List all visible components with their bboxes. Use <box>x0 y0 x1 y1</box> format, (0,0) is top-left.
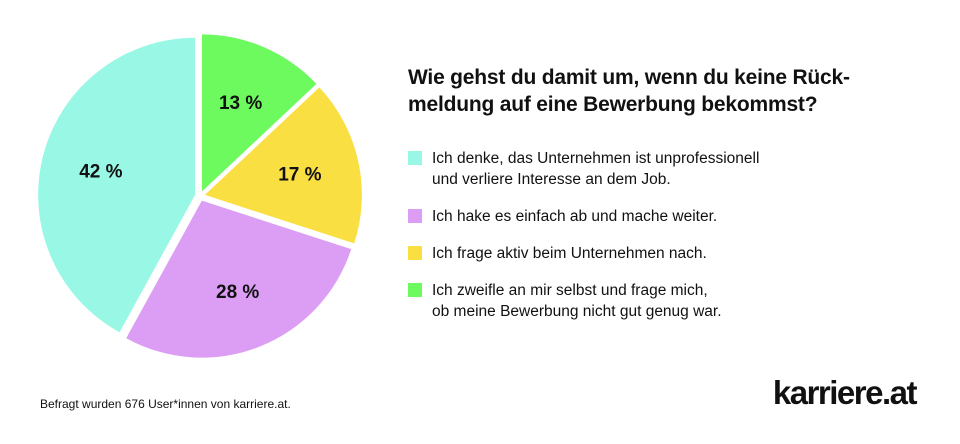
slice-value-label: 13 % <box>219 93 262 114</box>
legend-label-line: Ich frage aktiv beim Unternehmen nach. <box>432 245 707 262</box>
chart-title-line-2: meldung auf eine Bewerbung bekommst? <box>408 93 818 116</box>
slice-ask-company <box>204 87 362 244</box>
chart-title: Wie gehst du damit um, wenn du keine Rüc… <box>408 64 878 118</box>
legend: Ich denke, das Unternehmen ist unprofess… <box>408 148 908 338</box>
survey-footnote: Befragt wurden 676 User*innen von karrie… <box>40 397 291 411</box>
brand-logo: karriere.at <box>772 374 918 411</box>
legend-swatch <box>408 246 422 260</box>
legend-item-ask-company: Ich frage aktiv beim Unternehmen nach. <box>408 243 908 264</box>
legend-label-line: Ich denke, das Unternehmen ist unprofess… <box>432 150 760 167</box>
slice-value-label: 28 % <box>216 282 259 303</box>
legend-label-line: Ich zweifle an mir selbst und frage mich… <box>432 282 708 299</box>
pie-chart: 13 % 17 % 28 % 42 % <box>38 34 362 358</box>
slice-value-label: 17 % <box>278 165 321 186</box>
legend-item-self-doubt: Ich zweifle an mir selbst und frage mich… <box>408 280 908 322</box>
slice-unprofessional <box>38 37 196 333</box>
legend-label-line: ob meine Bewerbung nicht gut genug war. <box>432 303 722 320</box>
slice-move-on <box>126 200 352 358</box>
chart-title-line-1: Wie gehst du damit um, wenn du keine Rüc… <box>408 66 850 89</box>
legend-swatch <box>408 283 422 297</box>
legend-swatch <box>408 151 422 165</box>
slice-value-label: 42 % <box>79 162 122 183</box>
legend-swatch <box>408 209 422 223</box>
legend-label-line: und verliere Interesse an dem Job. <box>432 171 671 188</box>
legend-label-line: Ich hake es einfach ab und mache weiter. <box>432 208 718 225</box>
slice-self-doubt <box>201 34 317 192</box>
legend-item-move-on: Ich hake es einfach ab und mache weiter. <box>408 206 908 227</box>
legend-item-unprofessional: Ich denke, das Unternehmen ist unprofess… <box>408 148 908 190</box>
